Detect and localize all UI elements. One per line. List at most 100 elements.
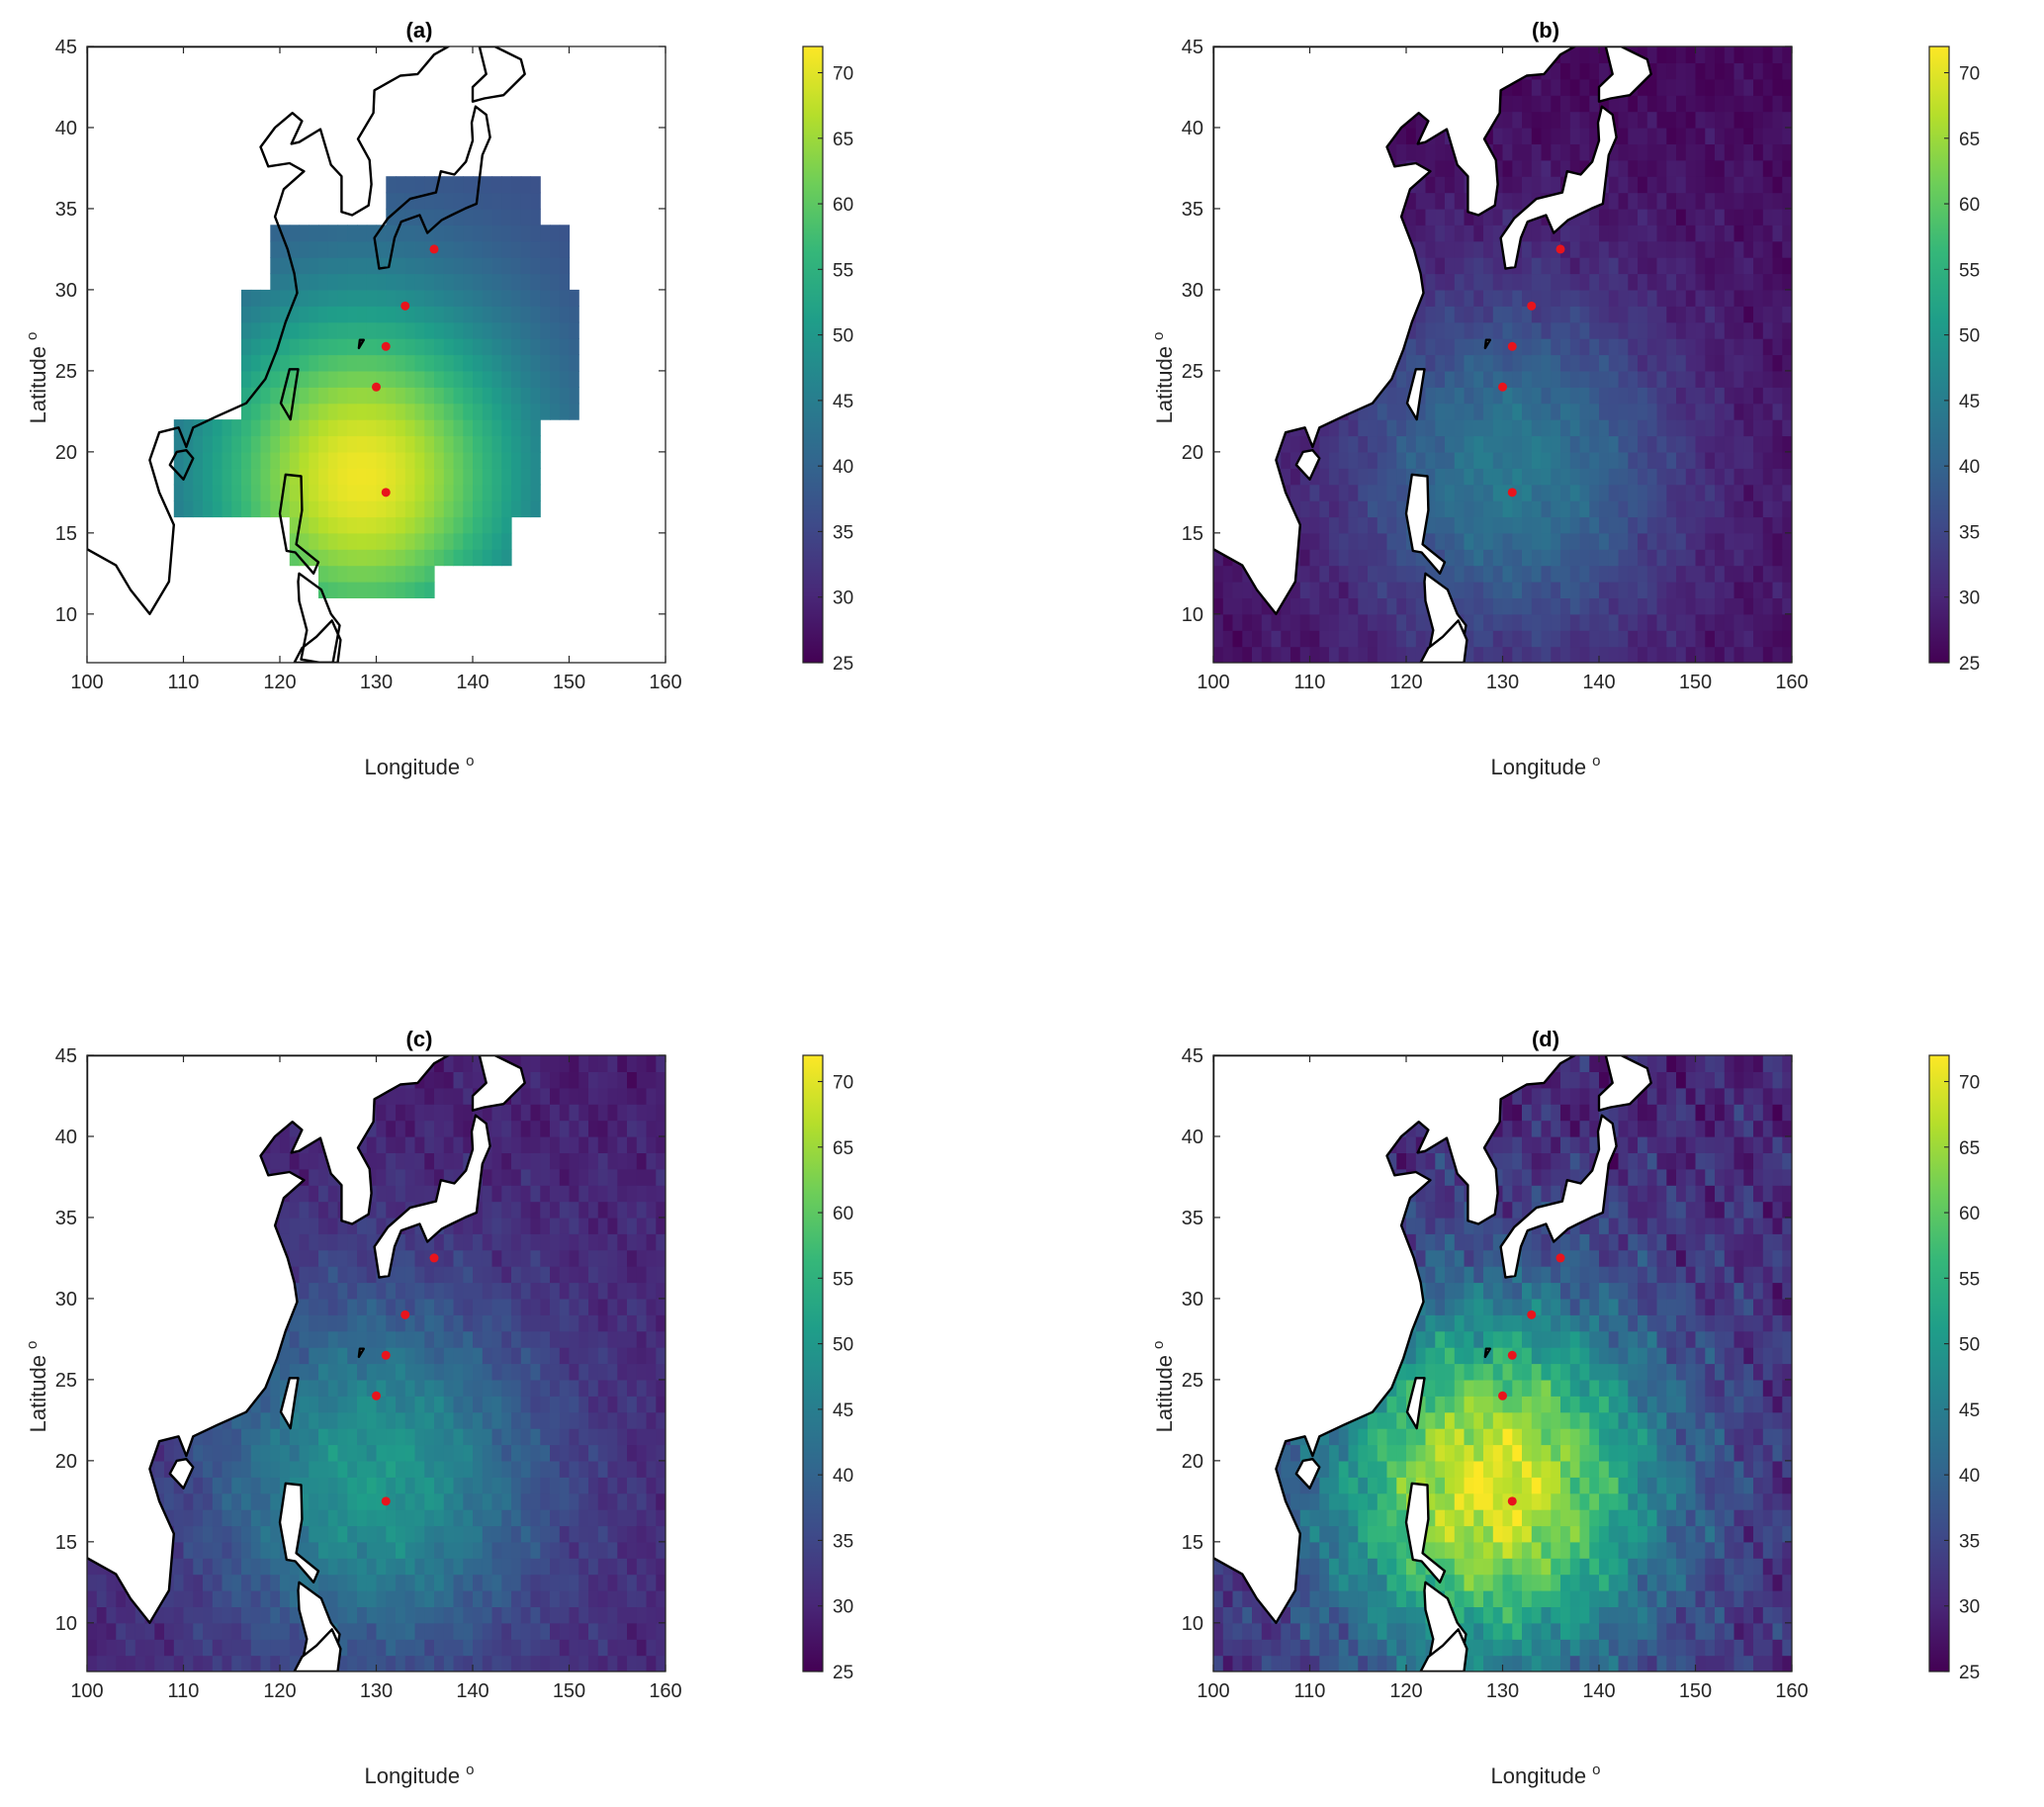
coastline-luzon (1404, 473, 1447, 575)
site-marker-1 (1555, 244, 1565, 254)
site-marker-3 (381, 341, 391, 351)
y-tick-label: 30 (1182, 1289, 1203, 1310)
panel-b: (b) 100 110 120 130 140 150 160 10 15 20 25 30 35 40 4… (1150, 18, 1980, 779)
y-tick-label: 40 (1182, 1127, 1203, 1148)
y-axis-title: Latitude (1152, 346, 1177, 423)
coastline-hokkaido (1597, 1055, 1652, 1112)
x-tick-label: 130 (360, 672, 393, 693)
y-tick-label: 25 (1182, 1370, 1203, 1392)
x-tick-label: 140 (1582, 1680, 1615, 1702)
site-marker-4 (372, 1391, 381, 1400)
colorbar-gradient (802, 45, 824, 664)
colorbar-tick-label: 25 (1959, 1663, 1980, 1683)
y-axis-degree: o (24, 1341, 41, 1349)
colorbar: 25 30 35 40 45 50 55 60 65 70 (802, 45, 853, 675)
coastline-mindanao (1419, 619, 1468, 663)
colorbar-tick-label: 40 (833, 1466, 853, 1487)
x-tick-label: 140 (1582, 672, 1615, 693)
panel-title: (d) (1532, 1027, 1559, 1051)
y-tick-label: 25 (55, 1370, 77, 1392)
x-tick-label: 160 (649, 1680, 681, 1702)
x-axis-title: Longitude (1491, 755, 1587, 779)
coastline-taiwan (279, 368, 300, 421)
colorbar-tick-label: 45 (1959, 1400, 1980, 1421)
x-tick-label: 100 (70, 672, 103, 693)
x-tick-label: 160 (1775, 672, 1808, 693)
colorbar-tick-label: 40 (1959, 1466, 1980, 1487)
coastline-mindanao (293, 619, 342, 663)
y-tick-label: 45 (55, 1045, 77, 1067)
colorbar-tick-label: 50 (1959, 1335, 1980, 1356)
y-tick-label: 45 (1182, 37, 1203, 58)
y-tick-label: 15 (55, 1532, 77, 1554)
colorbar-tick-label: 70 (1959, 1073, 1980, 1094)
coastlines (87, 46, 526, 663)
coastline-japan (373, 105, 491, 270)
y-tick-label: 10 (1182, 1613, 1203, 1635)
colorbar-tick-label: 30 (1959, 588, 1980, 609)
y-tick-label: 15 (55, 523, 77, 545)
x-tick-label: 160 (649, 672, 681, 693)
x-axis-label: Longitude o (1491, 753, 1601, 779)
site-marker-1 (429, 1253, 439, 1263)
site-marker-2 (400, 1310, 410, 1319)
colorbar-tick-label: 60 (833, 1204, 853, 1224)
site-marker-3 (1507, 1350, 1517, 1360)
site-marker-5 (1507, 1496, 1517, 1506)
x-axis-title: Longitude (365, 755, 461, 779)
colorbar-gradient (1928, 1054, 1950, 1672)
x-tick-label: 100 (1197, 1680, 1229, 1702)
colorbar: 25 30 35 40 45 50 55 60 65 70 (802, 1054, 853, 1683)
y-tick-label: 45 (1182, 1045, 1203, 1067)
x-tick-label: 100 (1197, 672, 1229, 693)
x-tick-label: 110 (168, 672, 200, 693)
coastline-taiwan (1405, 1377, 1426, 1430)
site-marker-3 (381, 1350, 391, 1360)
y-axis-title: Latitude (1152, 1355, 1177, 1432)
colorbar: 25 30 35 40 45 50 55 60 65 70 (1928, 45, 1980, 675)
coastline-kyushuIslands (1483, 1347, 1492, 1359)
colorbar-tick-label: 50 (833, 1335, 853, 1356)
x-tick-label: 130 (1486, 1680, 1519, 1702)
coastline-mindanao (293, 1628, 342, 1671)
y-axis-degree: o (1150, 1341, 1167, 1349)
colorbar-tick-label: 45 (1959, 392, 1980, 412)
y-tick-label: 45 (55, 37, 77, 58)
y-tick-label: 20 (55, 1451, 77, 1473)
coastline-hainan (1294, 1457, 1321, 1490)
colorbar-tick-label: 55 (833, 1269, 853, 1290)
coastline-asia (87, 46, 450, 615)
x-tick-label: 110 (168, 1680, 200, 1702)
coastline-hokkaido (471, 1055, 526, 1112)
site-marker-1 (429, 244, 439, 254)
colorbar-tick-label: 55 (1959, 1269, 1980, 1290)
y-tick-label: 25 (1182, 361, 1203, 383)
y-tick-label: 10 (1182, 604, 1203, 626)
y-axis-degree: o (1150, 332, 1167, 340)
x-tick-label: 130 (1486, 672, 1519, 693)
colorbar-tick-label: 70 (833, 1073, 853, 1094)
panel-c: (c) 100 110 120 130 140 150 160 10 15 20 25 30 35 40 4… (24, 1027, 853, 1788)
site-marker-4 (1498, 382, 1507, 392)
x-tick-label: 140 (456, 1680, 489, 1702)
colorbar-tick-label: 55 (1959, 260, 1980, 281)
x-axis-degree: o (466, 753, 474, 769)
colorbar-tick-label: 45 (833, 1400, 853, 1421)
x-axis-degree: o (466, 1762, 474, 1778)
coastline-luzon (1404, 1482, 1447, 1584)
y-tick-label: 30 (1182, 280, 1203, 302)
y-tick-label: 10 (55, 604, 77, 626)
x-tick-label: 110 (1294, 1680, 1326, 1702)
site-marker-3 (1507, 341, 1517, 351)
x-axis-title: Longitude (365, 1763, 461, 1788)
x-tick-label: 160 (1775, 1680, 1808, 1702)
x-axis-label: Longitude o (365, 753, 475, 779)
panel-d: (d) 100 110 120 130 140 150 160 10 15 20 25 30 35 40 4… (1150, 1027, 1980, 1788)
x-axis-label: Longitude o (365, 1762, 475, 1788)
colorbar-tick-label: 50 (833, 326, 853, 347)
coastline-kyushuIslands (357, 338, 365, 350)
coastline-luzon (278, 473, 320, 575)
x-axis-label: Longitude o (1491, 1762, 1601, 1788)
